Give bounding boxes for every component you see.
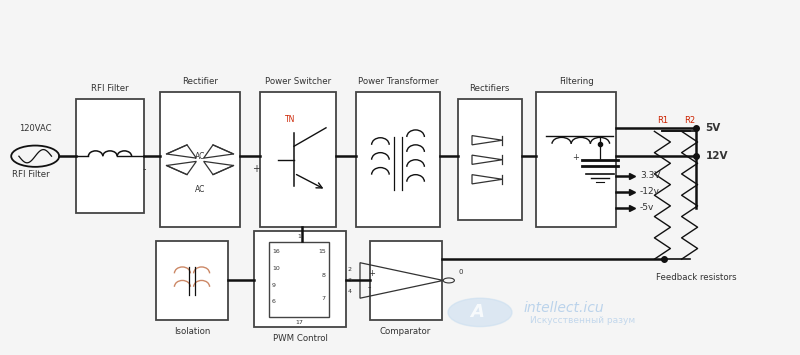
Text: 7: 7	[322, 296, 326, 301]
Bar	[260, 92, 336, 227]
Text: 2: 2	[348, 267, 352, 272]
Bar	[76, 99, 144, 213]
Bar	[156, 241, 228, 320]
Bar	[356, 92, 440, 227]
Text: +: +	[368, 269, 375, 278]
Text: 12V: 12V	[706, 151, 728, 161]
Bar	[458, 99, 522, 220]
Text: Power Transformer: Power Transformer	[358, 77, 438, 86]
Bar	[370, 241, 442, 320]
Text: 3.3V: 3.3V	[640, 171, 661, 180]
Text: TN: TN	[285, 115, 295, 124]
Text: 0: 0	[458, 269, 463, 274]
Text: -: -	[142, 164, 146, 174]
Text: 16: 16	[272, 248, 280, 253]
Text: AC: AC	[195, 185, 205, 195]
Text: R1: R1	[657, 116, 668, 125]
Text: 15: 15	[318, 248, 326, 253]
Text: PWM Control: PWM Control	[273, 334, 328, 343]
Text: 6: 6	[272, 299, 276, 304]
Text: AC: AC	[195, 152, 205, 161]
Text: RFI Filter: RFI Filter	[12, 170, 50, 179]
Text: 3: 3	[348, 278, 352, 283]
Text: -: -	[368, 283, 371, 293]
Bar	[536, 92, 616, 227]
Text: Power Switcher: Power Switcher	[265, 77, 331, 86]
Text: 4: 4	[348, 289, 352, 294]
Text: +: +	[573, 153, 579, 163]
Bar	[160, 92, 240, 227]
Text: 10: 10	[272, 266, 280, 271]
Text: R2: R2	[684, 116, 695, 125]
Text: RFI Filter: RFI Filter	[91, 84, 129, 93]
Text: 9: 9	[272, 283, 276, 288]
Text: -5v: -5v	[640, 203, 654, 212]
Text: intellect.icu: intellect.icu	[524, 301, 605, 315]
Text: Rectifier: Rectifier	[182, 77, 218, 86]
Text: 8: 8	[322, 273, 326, 278]
Circle shape	[448, 298, 512, 327]
Text: Feedback resistors: Feedback resistors	[656, 273, 736, 282]
Text: 5V: 5V	[706, 123, 721, 133]
Text: Comparator: Comparator	[380, 327, 431, 336]
Text: Rectifiers: Rectifiers	[470, 84, 510, 93]
Text: Filtering: Filtering	[558, 77, 594, 86]
Text: -12v: -12v	[640, 187, 660, 196]
Text: Искусственный разум: Искусственный разум	[530, 316, 636, 325]
Text: A: A	[470, 303, 484, 321]
Bar	[254, 231, 346, 327]
Text: Isolation: Isolation	[174, 327, 210, 336]
Bar	[269, 242, 329, 317]
Text: +: +	[252, 164, 260, 174]
Text: 17: 17	[295, 320, 302, 324]
Text: 1: 1	[297, 234, 301, 239]
Text: 120VAC: 120VAC	[19, 124, 51, 133]
